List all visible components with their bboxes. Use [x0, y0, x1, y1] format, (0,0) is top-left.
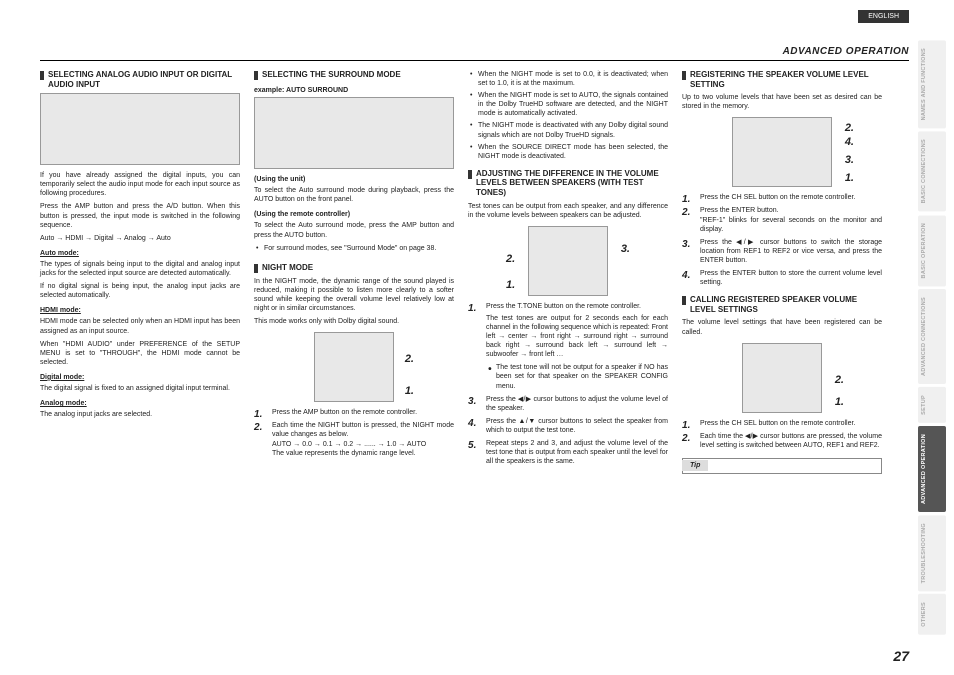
- side-nav: NAMES AND FUNCTIONS BASIC CONNECTIONS BA…: [918, 40, 946, 635]
- bullet: When the SOURCE DIRECT mode has been sel…: [468, 143, 668, 161]
- subheading-auto: Auto mode:: [40, 249, 240, 258]
- remote-image-night: [314, 332, 394, 402]
- text: HDMI mode can be selected only when an H…: [40, 317, 240, 335]
- page-number: 27: [893, 647, 909, 665]
- heading-surround: SELECTING THE SURROUND MODE: [254, 70, 454, 80]
- bullet: The test tone will not be output for a s…: [486, 363, 668, 390]
- bullet: For surround modes, see "Surround Mode" …: [254, 244, 454, 253]
- callout-2: 2.: [845, 121, 854, 135]
- unit-display-image: [254, 97, 454, 169]
- callout-4: 4.: [845, 135, 854, 149]
- using-remote-label: (Using the remote controller): [254, 210, 454, 219]
- text: The test tones are output for 2 seconds …: [486, 314, 668, 359]
- callout-1: 1.: [835, 395, 844, 409]
- step-1: Press the AMP button on the remote contr…: [254, 408, 454, 417]
- text: Auto → HDMI → Digital → Analog → Auto: [40, 234, 240, 243]
- column-4: REGISTERING THE SPEAKER VOLUME LEVEL SET…: [682, 70, 882, 474]
- text: This mode works only with Dolby digital …: [254, 317, 454, 326]
- remote-image-register: [732, 117, 832, 187]
- tip-label: Tip: [682, 460, 708, 471]
- step-2: Press the ENTER button."REF-1" blinks fo…: [682, 206, 882, 233]
- tab-others[interactable]: OTHERS: [918, 594, 946, 635]
- step-1: Press the T.TONE button on the remote co…: [468, 302, 668, 391]
- heading-night: NIGHT MODE: [254, 263, 454, 273]
- subheading-analog: Analog mode:: [40, 399, 240, 408]
- bullet: The NIGHT mode is deactivated with any D…: [468, 121, 668, 139]
- step-4: Repeat steps 2 and 3, and adjust the vol…: [468, 439, 668, 466]
- section-title: ADVANCED OPERATION: [783, 45, 909, 58]
- callout-2: 2.: [835, 373, 844, 387]
- text: To select the Auto surround mode during …: [254, 186, 454, 204]
- remote-image-test: [528, 226, 608, 296]
- heading-analog-digital: SELECTING ANALOG AUDIO INPUT OR DIGITAL …: [40, 70, 240, 89]
- example-label: example: AUTO SURROUND: [254, 86, 454, 95]
- language-label: ENGLISH: [858, 10, 909, 23]
- using-unit-label: (Using the unit): [254, 175, 454, 184]
- text: Press the AMP button and press the A/D b…: [40, 202, 240, 229]
- step-1: Press the CH SEL button on the remote co…: [682, 193, 882, 202]
- heading-calling: CALLING REGISTERED SPEAKER VOLUME LEVEL …: [682, 295, 882, 314]
- callout-1: 1.: [845, 171, 854, 185]
- text: In the NIGHT mode, the dynamic range of …: [254, 277, 454, 313]
- tab-names-functions[interactable]: NAMES AND FUNCTIONS: [918, 40, 946, 128]
- step-2: Each time the ◀/▶ cursor buttons are pre…: [682, 432, 882, 450]
- step-2: Each time the NIGHT button is pressed, t…: [254, 421, 454, 457]
- column-2: SELECTING THE SURROUND MODE example: AUT…: [254, 70, 454, 474]
- text: If you have already assigned the digital…: [40, 171, 240, 198]
- top-divider: [40, 60, 909, 61]
- unit-front-image: [40, 93, 240, 165]
- text: The analog input jacks are selected.: [40, 410, 240, 419]
- bullet: When the NIGHT mode is set to AUTO, the …: [468, 91, 668, 118]
- text: To select the Auto surround mode, press …: [254, 221, 454, 239]
- text: Up to two volume levels that have been s…: [682, 93, 882, 111]
- column-1: SELECTING ANALOG AUDIO INPUT OR DIGITAL …: [40, 70, 240, 474]
- tab-advanced-connections[interactable]: ADVANCED CONNECTIONS: [918, 289, 946, 384]
- step-2: Press the ◀/▶ cursor buttons to adjust t…: [468, 395, 668, 413]
- callout-2: 2.: [405, 352, 414, 366]
- text: If no digital signal is being input, the…: [40, 282, 240, 300]
- tip-box: Tip: [682, 458, 882, 474]
- bullet: When the NIGHT mode is set to 0.0, it is…: [468, 70, 668, 88]
- text: The digital signal is fixed to an assign…: [40, 384, 240, 393]
- tab-basic-connections[interactable]: BASIC CONNECTIONS: [918, 131, 946, 211]
- callout-2: 2.: [506, 252, 515, 266]
- text: The types of signals being input to the …: [40, 260, 240, 278]
- text: Test tones can be output from each speak…: [468, 202, 668, 220]
- tab-troubleshooting[interactable]: TROUBLESHOOTING: [918, 515, 946, 591]
- heading-registering: REGISTERING THE SPEAKER VOLUME LEVEL SET…: [682, 70, 882, 89]
- step-4: Press the ENTER button to store the curr…: [682, 269, 882, 287]
- tab-setup[interactable]: SETUP: [918, 387, 946, 423]
- callout-1: 1.: [506, 278, 515, 292]
- callout-3: 3.: [621, 242, 630, 256]
- callout-3: 3.: [845, 153, 854, 167]
- step-1: Press the CH SEL button on the remote co…: [682, 419, 882, 428]
- step-3: Press the ◀/▶ cursor buttons to switch t…: [682, 238, 882, 265]
- heading-adjusting: ADJUSTING THE DIFFERENCE IN THE VOLUME L…: [468, 169, 668, 198]
- column-3: When the NIGHT mode is set to 0.0, it is…: [468, 70, 668, 474]
- subheading-hdmi: HDMI mode:: [40, 306, 240, 315]
- tab-advanced-operation[interactable]: ADVANCED OPERATION: [918, 426, 946, 512]
- step-3: Press the ▲/▼ cursor buttons to select t…: [468, 417, 668, 435]
- remote-image-calling: [742, 343, 822, 413]
- tab-basic-operation[interactable]: BASIC OPERATION: [918, 215, 946, 286]
- text: When "HDMI AUDIO" under PREFERENCE of th…: [40, 340, 240, 367]
- subheading-digital: Digital mode:: [40, 373, 240, 382]
- text: The volume level settings that have been…: [682, 318, 882, 336]
- callout-1: 1.: [405, 384, 414, 398]
